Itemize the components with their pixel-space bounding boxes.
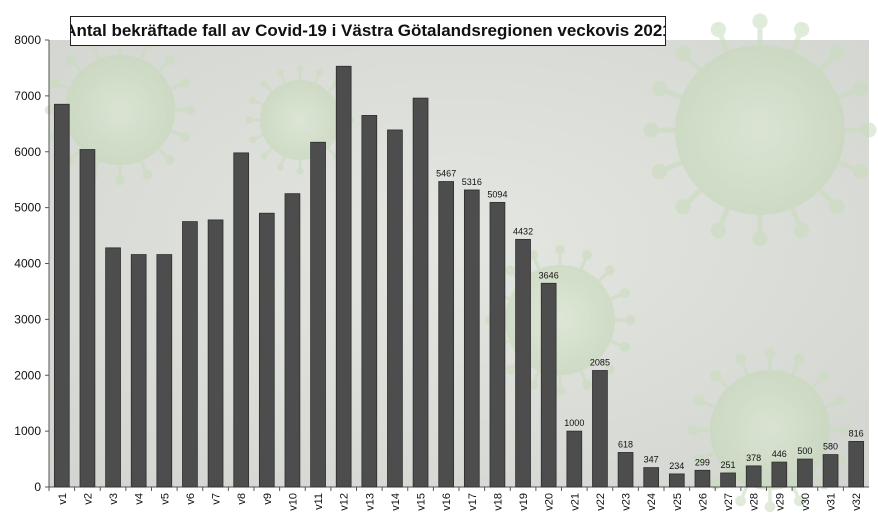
x-tick-label-v7: v7 [211,493,223,505]
x-tick-label-v20: v20 [544,493,556,511]
bar-v13 [361,115,378,488]
bar-v11 [310,141,326,488]
x-tick-label-v13: v13 [364,493,376,511]
bar-v17 [463,189,480,488]
data-label-v27: 251 [721,460,736,470]
data-label-v20: 3646 [539,270,559,280]
y-tick-label: 1000 [14,424,41,438]
x-tick-label-v31: v31 [826,493,838,511]
bar-v21 [566,430,583,488]
x-tick-label-v28: v28 [749,493,761,511]
chart-title: Antal bekräftade fall av Covid-19 i Väst… [70,16,666,46]
bar-v14 [387,129,403,488]
data-label-v31: 580 [823,442,838,452]
bar-v32 [848,441,865,488]
x-tick-label-v25: v25 [672,493,684,511]
bar-v19 [515,238,531,488]
bar-v12 [335,65,352,488]
bar-v31 [822,454,839,488]
bar-v22 [592,370,608,488]
y-tick-label: 0 [34,480,41,494]
x-tick-label-v5: v5 [159,493,171,505]
bar-v8 [233,152,250,488]
y-tick-label: 4000 [14,257,41,271]
x-tick-label-v19: v19 [518,493,530,511]
x-tick-label-v23: v23 [621,493,633,511]
data-label-v28: 378 [746,453,761,463]
x-tick-label-v3: v3 [108,493,120,505]
bar-v7 [207,219,224,488]
y-tick-label: 3000 [14,312,41,326]
virus-illustration [484,244,636,396]
bars [53,65,865,488]
x-tick-label-v21: v21 [569,493,581,511]
x-tick-label-v22: v22 [595,493,607,511]
bar-v29 [771,461,788,488]
x-tick-label-v18: v18 [492,493,504,511]
x-tick-label-v1: v1 [57,493,69,505]
x-tick-label-v11: v11 [313,493,325,510]
x-tick-label-v10: v10 [287,493,299,511]
bar-v3 [105,247,121,488]
x-tick-label-v27: v27 [723,493,735,511]
bar-v16 [438,181,455,488]
x-tick-label-v32: v32 [851,493,863,511]
data-label-v19: 4432 [513,226,533,236]
x-tick-label-v29: v29 [774,493,786,511]
x-tick-label-v2: v2 [82,493,94,505]
virus-illustration [643,13,877,247]
y-tick-label: 8000 [14,33,41,47]
x-tick-label-v12: v12 [339,493,351,511]
virus-illustration [687,347,853,513]
x-tick-label-v6: v6 [185,493,197,505]
bar-v9 [258,212,275,488]
data-label-v17: 5316 [462,177,482,187]
data-label-v21: 1000 [564,418,584,428]
data-label-v26: 299 [695,457,710,467]
y-tick-label: 2000 [14,368,41,382]
data-label-v22: 2085 [590,358,610,368]
bar-v28 [745,465,762,488]
data-labels: 5467 5316 5094 4432 3646 1000 2085 618 347 234 299… [436,169,864,471]
x-tick-label-v9: v9 [262,493,274,505]
data-label-v16: 5467 [436,169,456,179]
data-label-v18: 5094 [487,189,507,199]
bar-v26 [694,469,711,488]
y-tick-label: 6000 [14,145,41,159]
data-label-v30: 500 [797,446,812,456]
bar-v5 [156,254,173,488]
x-tick-label-v15: v15 [416,493,428,511]
bar-v2 [79,149,96,488]
bar-v30 [797,458,813,488]
x-tick-label-v26: v26 [697,493,709,511]
data-label-v29: 446 [772,449,787,459]
bar-v6 [182,221,198,488]
x-tick-label-v17: v17 [467,493,479,511]
x-tick-label-v24: v24 [646,493,658,511]
x-tick-label-v8: v8 [236,493,248,505]
bar-v23 [617,452,634,488]
data-label-v32: 816 [849,428,864,438]
bar-v1 [53,103,70,488]
bar-v10 [284,193,301,488]
y-tick-label: 5000 [14,201,41,215]
bar-v20 [540,282,557,488]
bar-v24 [643,467,660,488]
y-tick-label: 7000 [14,89,41,103]
bar-v25 [668,473,685,488]
x-tick-label-v4: v4 [134,493,146,505]
data-label-v24: 347 [644,455,659,465]
bar-v4 [130,254,147,488]
data-label-v23: 618 [618,439,633,449]
bar-v27 [720,472,736,488]
bar-v18 [489,201,506,488]
x-tick-label-v30: v30 [800,493,812,511]
data-label-v25: 234 [669,461,684,471]
x-tick-label-v16: v16 [441,493,453,511]
x-tick-label-v14: v14 [390,493,402,511]
bar-v15 [412,97,429,488]
